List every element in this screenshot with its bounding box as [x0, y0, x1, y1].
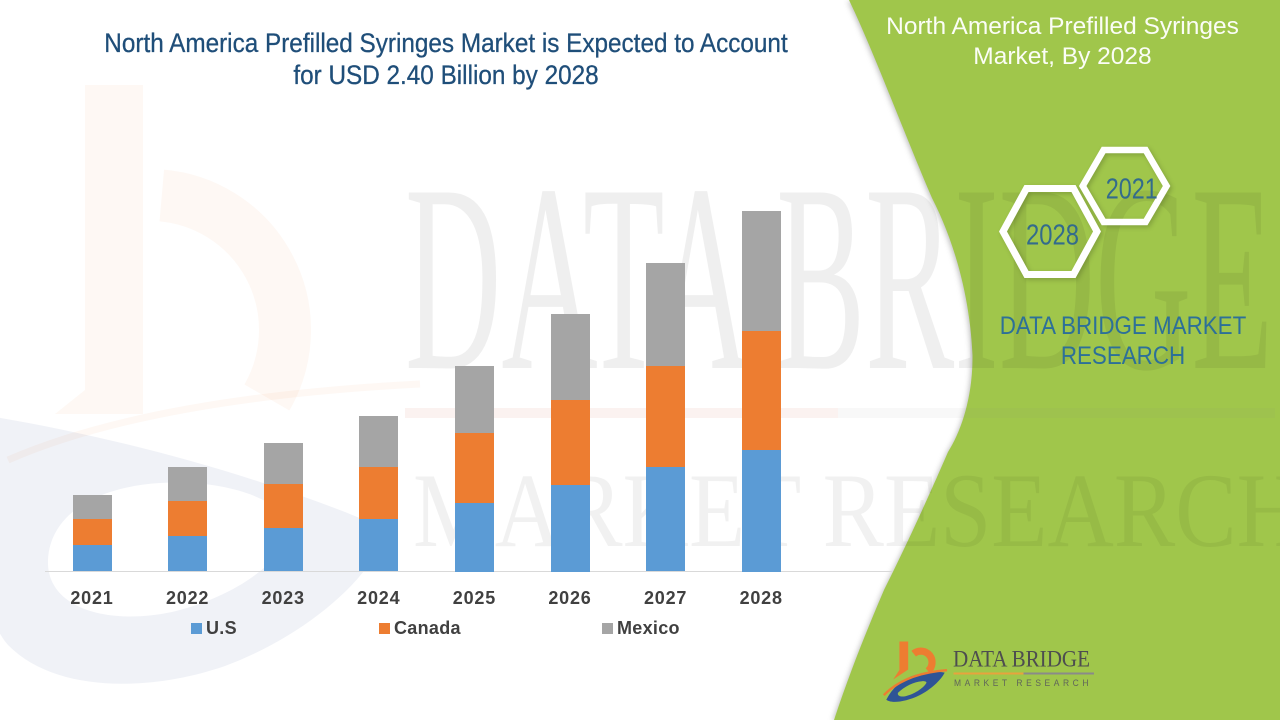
svg-text:2028: 2028 — [1026, 220, 1079, 252]
svg-text:2021: 2021 — [1106, 173, 1158, 205]
svg-text:DATA BRIDGE: DATA BRIDGE — [405, 129, 1273, 426]
svg-text:DATA BRIDGE: DATA BRIDGE — [953, 647, 1090, 673]
svg-text:MARKET RESEARCH: MARKET RESEARCH — [954, 678, 1092, 689]
